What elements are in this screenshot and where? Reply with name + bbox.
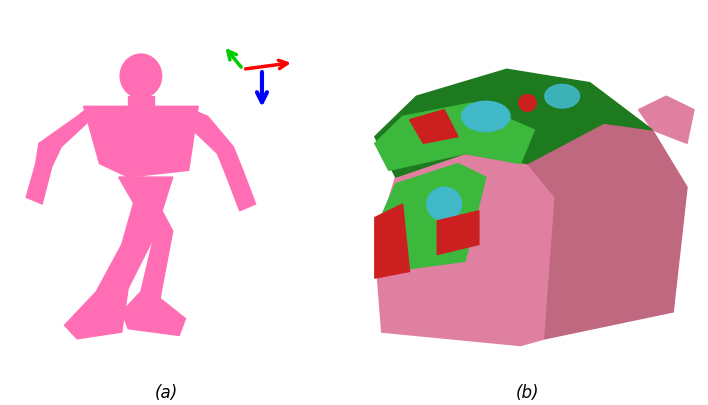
Text: (a): (a): [155, 383, 178, 401]
Polygon shape: [128, 97, 154, 107]
Ellipse shape: [544, 85, 580, 109]
Polygon shape: [375, 164, 486, 272]
Polygon shape: [122, 178, 173, 245]
Polygon shape: [64, 288, 128, 339]
Polygon shape: [35, 107, 90, 168]
Text: (b): (b): [515, 383, 539, 401]
Polygon shape: [639, 97, 694, 144]
Polygon shape: [185, 111, 243, 178]
Ellipse shape: [120, 55, 161, 99]
Polygon shape: [227, 171, 256, 211]
Polygon shape: [375, 154, 555, 346]
Circle shape: [519, 95, 536, 112]
Polygon shape: [96, 238, 154, 292]
Polygon shape: [141, 231, 173, 298]
Ellipse shape: [427, 188, 462, 221]
Polygon shape: [122, 292, 185, 336]
Polygon shape: [527, 124, 687, 339]
Polygon shape: [375, 205, 409, 279]
Polygon shape: [375, 70, 652, 178]
Polygon shape: [375, 104, 535, 171]
Polygon shape: [84, 107, 198, 178]
Polygon shape: [409, 111, 458, 144]
Polygon shape: [438, 211, 479, 255]
Polygon shape: [26, 164, 52, 205]
Ellipse shape: [462, 102, 510, 132]
Polygon shape: [119, 178, 173, 238]
